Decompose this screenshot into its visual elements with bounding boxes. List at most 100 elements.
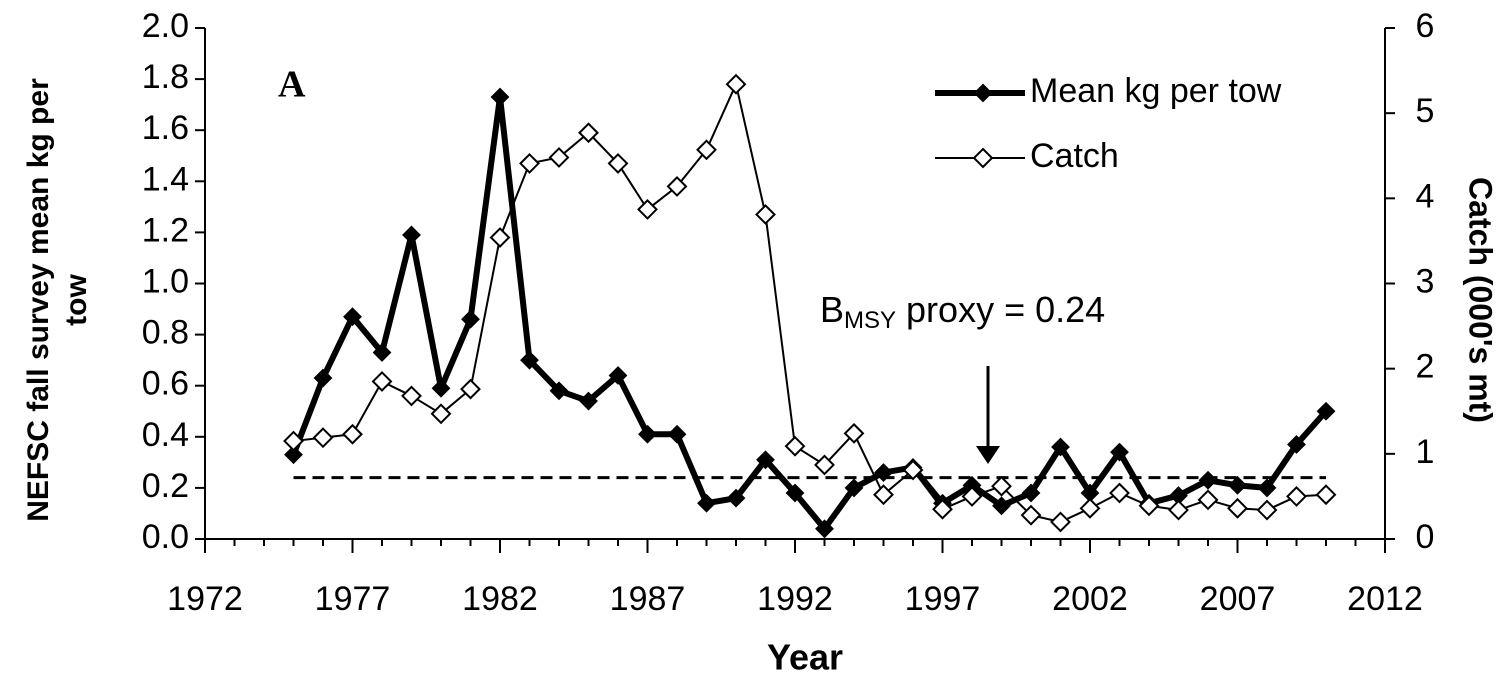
marker: [1228, 475, 1247, 495]
marker: [697, 493, 716, 513]
marker: [1110, 442, 1129, 462]
annotation-sub: MSY: [844, 307, 896, 334]
marker: [1198, 470, 1218, 490]
x-tick-label: 2012: [1347, 580, 1423, 618]
marker: [579, 391, 598, 411]
marker: [371, 371, 393, 392]
marker: [519, 153, 540, 174]
marker: [696, 139, 717, 161]
marker: [785, 483, 805, 503]
marker: [1050, 511, 1071, 533]
marker: [756, 450, 775, 470]
marker: [725, 73, 747, 95]
marker: [844, 478, 864, 498]
y2-tick-label: 5: [1416, 92, 1435, 130]
marker: [991, 475, 1012, 497]
x-tick-label: 1972: [167, 580, 243, 618]
y-axis-label-line: tow: [60, 274, 93, 326]
y-tick-label: 1.0: [142, 262, 189, 300]
annotation-main: B: [820, 289, 844, 330]
y2-tick-label: 2: [1416, 348, 1435, 386]
marker: [608, 366, 628, 385]
marker: [401, 385, 422, 407]
y-tick-label: 1.6: [142, 109, 189, 147]
marker: [607, 153, 629, 174]
y2-tick-label: 1: [1416, 433, 1435, 471]
marker: [726, 488, 746, 508]
marker: [902, 459, 924, 481]
y-axis-label-line: NEFSC fall survey mean kg per: [22, 78, 55, 522]
marker: [430, 403, 452, 425]
marker: [638, 424, 657, 444]
marker: [1257, 478, 1277, 498]
annotation: BMSY proxy = 0.24: [820, 289, 1105, 335]
marker: [815, 519, 834, 539]
marker: [520, 350, 539, 370]
marker: [1315, 484, 1337, 506]
y-tick-label: 1.2: [142, 211, 189, 249]
marker: [1020, 504, 1042, 526]
marker: [1168, 499, 1189, 521]
y-tick-label: 0.2: [142, 467, 189, 505]
marker: [1109, 482, 1130, 504]
marker: [549, 381, 569, 401]
panel-label: A: [278, 64, 306, 106]
y-tick-label: 0.6: [142, 365, 189, 403]
y-tick-label: 1.8: [142, 58, 189, 96]
marker: [1316, 401, 1336, 421]
marker: [666, 175, 688, 197]
y2-tick-label: 4: [1416, 177, 1435, 215]
marker: [1079, 497, 1101, 519]
marker: [460, 378, 481, 400]
y2-tick-label: 6: [1416, 7, 1435, 45]
y-tick-label: 0.4: [142, 416, 189, 454]
legend-marker: [973, 83, 993, 103]
marker: [343, 307, 362, 327]
y2-axis-label: Catch (000's mt): [1463, 177, 1499, 423]
marker: [431, 378, 451, 398]
marker: [932, 498, 953, 520]
y-tick-label: 0.0: [142, 518, 189, 556]
marker: [1051, 437, 1070, 457]
y2-tick-label: 3: [1416, 262, 1435, 300]
marker: [342, 423, 363, 445]
marker: [637, 198, 658, 220]
series-line: [293, 83, 1327, 523]
marker: [873, 484, 894, 506]
marker: [1021, 483, 1041, 503]
legend-marker: [972, 147, 994, 169]
marker: [1227, 497, 1248, 519]
marker: [1287, 435, 1306, 454]
x-tick-label: 1987: [610, 580, 686, 618]
marker: [755, 204, 776, 225]
marker: [1256, 499, 1278, 521]
y-tick-label: 0.8: [142, 314, 189, 352]
y-tick-label: 1.4: [142, 160, 189, 198]
marker: [843, 422, 865, 444]
y-tick-label: 2.0: [142, 7, 189, 45]
marker: [313, 368, 333, 388]
marker: [548, 147, 570, 168]
arrow-head: [976, 446, 1000, 464]
x-axis-label: Year: [767, 637, 843, 678]
series-line: [290, 93, 1329, 532]
y-axis-label: NEFSC fall survey mean kg per tow: [22, 78, 93, 522]
marker: [814, 454, 835, 476]
marker: [1286, 486, 1307, 507]
x-tick-label: 1982: [462, 580, 538, 618]
marker: [283, 430, 304, 452]
marker: [961, 486, 983, 507]
y2-tick-label: 0: [1416, 518, 1435, 556]
marker: [284, 445, 303, 465]
x-tick-label: 1992: [757, 580, 833, 618]
annotation-rest: proxy = 0.24: [896, 289, 1105, 330]
marker: [461, 309, 480, 329]
marker: [489, 227, 511, 248]
marker: [667, 424, 687, 444]
marker: [372, 343, 392, 362]
marker: [992, 496, 1011, 516]
marker: [1197, 489, 1219, 511]
x-tick-label: 1977: [315, 580, 391, 618]
legend-label: Mean kg per tow: [1030, 72, 1282, 110]
